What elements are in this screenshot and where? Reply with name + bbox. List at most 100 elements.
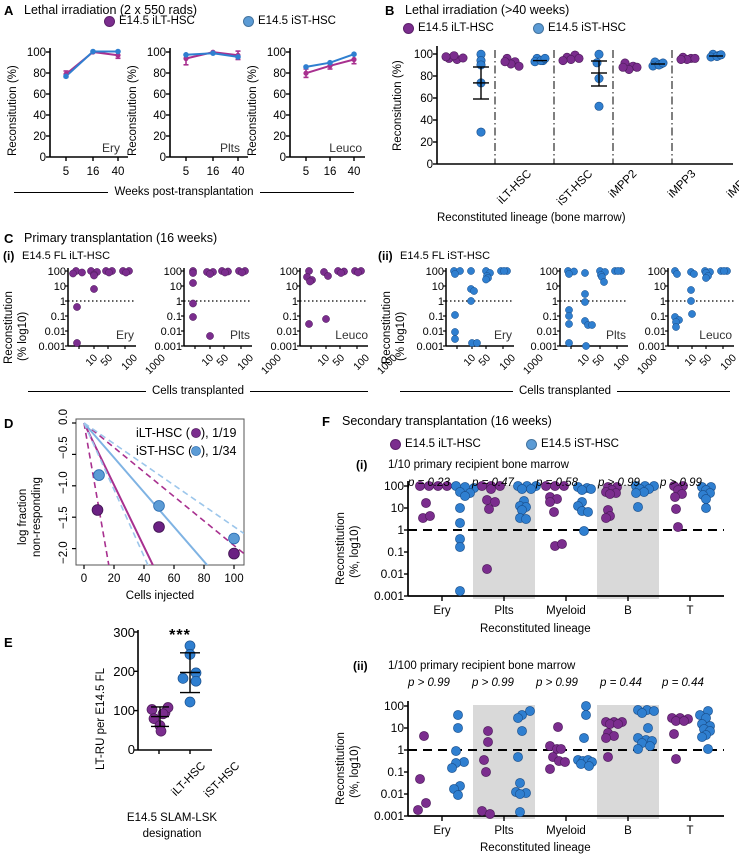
svg-text:non-responding: non-responding	[31, 477, 43, 557]
panel-f-i-xlabel: Reconstituted lineage	[480, 623, 591, 635]
panel-c-ii-xlabel: Cells transplanted	[518, 385, 612, 397]
panel-f-i-plot: Reconstitution (%, log10) 100 10 1 0.1 0.01…	[335, 479, 724, 603]
svg-text:200: 200	[113, 664, 135, 679]
svg-text:20: 20	[420, 137, 433, 149]
panel-b-title: Lethal irradiation (>40 weeks)	[405, 3, 570, 17]
panel-c-sub-i-label: (i)	[3, 249, 15, 263]
svg-text:0: 0	[280, 152, 286, 164]
svg-text:0.01: 0.01	[537, 326, 558, 338]
svg-text:0.001: 0.001	[374, 589, 404, 603]
svg-text:0.01: 0.01	[645, 326, 666, 338]
panel-c-sub-ii-label: (ii)	[378, 249, 393, 263]
svg-text:40: 40	[273, 110, 286, 122]
panel-c-i-xlabel: Cells transplanted	[151, 385, 245, 397]
panel-d-plot: log fraction non-responding 0.0 −0.5 −1.…	[17, 409, 245, 602]
svg-text:Reconsitution (%): Reconsitution (%)	[247, 65, 259, 156]
svg-text:5: 5	[303, 166, 309, 178]
svg-text:0.1: 0.1	[651, 311, 666, 323]
svg-text:5: 5	[183, 166, 189, 178]
panel-f-i-xtick-3: B	[624, 605, 632, 617]
svg-text:80: 80	[33, 68, 46, 80]
svg-text:−1.0: −1.0	[58, 471, 70, 494]
panel-a-plots: Reconsitution (%) 100 80 60 40 20 0 5 16 40	[7, 47, 365, 178]
svg-text:0.001: 0.001	[270, 341, 298, 353]
svg-text:Plts: Plts	[220, 141, 240, 155]
svg-text:1: 1	[292, 296, 298, 308]
svg-text:0: 0	[128, 742, 135, 757]
svg-text:40: 40	[138, 573, 151, 585]
svg-text:20: 20	[273, 131, 286, 143]
panel-f-i-pvalue-1: p = 0.47	[472, 477, 514, 489]
svg-text:0.01: 0.01	[161, 326, 182, 338]
svg-text:80: 80	[153, 68, 166, 80]
legend-label-ist: E14.5 iST-HSC	[258, 15, 336, 27]
svg-text:100: 100	[224, 573, 243, 585]
svg-text:100: 100	[384, 699, 404, 713]
svg-text:40: 40	[33, 110, 46, 122]
svg-text:1: 1	[60, 296, 66, 308]
svg-text:0.001: 0.001	[154, 341, 182, 353]
legend-dot-blue	[526, 438, 537, 450]
svg-text:16: 16	[207, 166, 220, 178]
panel-f-ii-xlabel: Reconstituted lineage	[480, 842, 591, 854]
svg-text:1: 1	[660, 296, 666, 308]
svg-text:***: ***	[169, 627, 191, 644]
legend-label-ist: E14.5 iST-HSC	[548, 22, 626, 34]
panel-b-xlabel: Reconstituted lineage (bone marrow)	[437, 212, 626, 224]
panel-c-label: C	[4, 231, 14, 246]
panel-f-sub-ii-label: (ii)	[353, 659, 368, 673]
legend-label-ilt: E14.5 iLT-HSC	[405, 438, 481, 450]
svg-text:0.1: 0.1	[387, 545, 404, 559]
panel-f-i-pvalue-3: p > 0.99	[598, 477, 640, 489]
svg-text:80: 80	[420, 71, 433, 83]
svg-text:10: 10	[286, 281, 298, 293]
svg-text:Reconsitution (%): Reconsitution (%)	[127, 65, 139, 156]
panel-a-label: A	[4, 3, 14, 18]
panel-f-ii-pvalue-0: p > 0.99	[408, 677, 450, 689]
panel-c-sub-ii-title: E14.5 FL iST-HSC	[400, 250, 491, 262]
panel-e-xlabel-line2: designation	[142, 828, 202, 840]
svg-text:16: 16	[87, 166, 100, 178]
svg-text:60: 60	[33, 89, 46, 101]
svg-text:60: 60	[153, 89, 166, 101]
panel-f-ii-plot: Reconstitution (%, log10) 100 10 1 0.1 0.01…	[335, 699, 724, 823]
svg-text:0.1: 0.1	[167, 311, 182, 323]
svg-text:Leuco: Leuco	[335, 328, 368, 342]
svg-text:100: 100	[164, 266, 182, 278]
panel-f-legend-ist: E14.5 iST-HSC	[526, 438, 619, 450]
svg-text:Plts: Plts	[230, 328, 250, 342]
svg-text:1: 1	[438, 296, 444, 308]
svg-text:10: 10	[170, 281, 182, 293]
panel-a-legend-ist: E14.5 iST-HSC	[243, 15, 336, 27]
svg-text:80: 80	[273, 68, 286, 80]
panel-b-legend-ilt: E14.5 iLT-HSC	[403, 22, 494, 34]
panel-c-title: Primary transplantation (16 weeks)	[24, 231, 218, 245]
svg-text:16: 16	[324, 166, 337, 178]
svg-text:Ery: Ery	[116, 328, 134, 342]
panel-f-i-xtick-1: Plts	[494, 605, 514, 617]
svg-text:(% log10): (% log10)	[17, 312, 29, 361]
svg-text:10: 10	[54, 281, 66, 293]
panel-f-i-pvalue-0: p = 0.23	[408, 477, 450, 489]
panel-b-legend-ist: E14.5 iST-HSC	[533, 22, 626, 34]
svg-text:40: 40	[348, 166, 361, 178]
svg-text:10: 10	[391, 721, 405, 735]
panel-e-xlabel-line1: E14.5 SLAM-LSK	[126, 812, 218, 824]
panel-a-title: Lethal irradiation (2 x 550 rads)	[24, 3, 198, 17]
svg-text:−1.5: −1.5	[58, 506, 70, 529]
svg-text:(%, log10): (%, log10)	[349, 745, 361, 798]
svg-text:Ery: Ery	[102, 141, 120, 155]
svg-text:0.0: 0.0	[58, 409, 70, 425]
panel-b: B Lethal irradiation (>40 weeks) E14.5 i…	[385, 0, 739, 228]
svg-text:0.01: 0.01	[45, 326, 66, 338]
panel-f-i-pvalue-2: p = 0.58	[536, 477, 578, 489]
panel-f-title: Secondary transplantation (16 weeks)	[342, 414, 552, 428]
svg-text:100: 100	[280, 266, 298, 278]
svg-text:1: 1	[397, 743, 404, 757]
svg-text:0.01: 0.01	[277, 326, 298, 338]
panel-f-sub-i-label: (i)	[356, 458, 368, 472]
svg-text:80: 80	[198, 573, 211, 585]
svg-text:100: 100	[384, 479, 404, 493]
svg-text:0.001: 0.001	[638, 341, 666, 353]
svg-text:40: 40	[232, 166, 245, 178]
